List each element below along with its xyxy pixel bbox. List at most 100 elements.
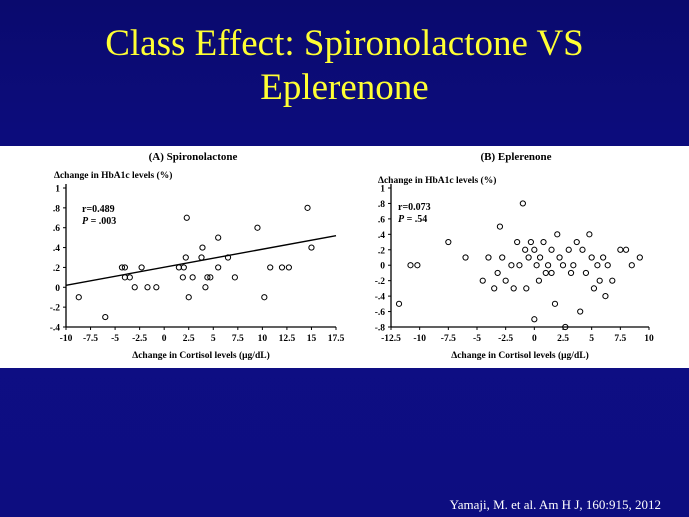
data-point <box>600 254 607 261</box>
slide-title: Class Effect: Spironolactone VS Eplereno… <box>0 22 689 110</box>
data-point <box>577 308 584 315</box>
data-point <box>215 234 222 241</box>
data-point <box>540 238 547 246</box>
x-tick-label: 0 <box>532 334 537 344</box>
x-tick-label: -2.5 <box>132 334 147 344</box>
data-point <box>514 238 521 246</box>
x-tick-label: 2.5 <box>557 334 569 344</box>
data-point <box>102 313 109 321</box>
x-tick-label: -7.5 <box>83 334 98 344</box>
data-point <box>535 277 543 284</box>
data-point <box>75 294 82 301</box>
data-point <box>594 262 601 269</box>
data-point <box>414 262 421 269</box>
data-point <box>121 264 129 271</box>
y-tick-label: -.4 <box>50 324 61 334</box>
data-point <box>494 269 501 277</box>
x-tick-label: -5 <box>473 334 481 344</box>
x-axis-label: Δchange in Cortisol levels (μg/dL) <box>451 350 588 361</box>
data-point <box>254 224 261 231</box>
data-point <box>153 284 160 291</box>
x-tick-label: -10 <box>60 334 73 344</box>
data-point <box>562 323 569 331</box>
y-tick-label: .4 <box>53 244 60 254</box>
y-tick-label: -.2 <box>50 304 61 314</box>
stat-p-value: = .003 <box>88 216 116 227</box>
data-point <box>207 274 214 281</box>
data-point <box>602 293 609 300</box>
data-point <box>479 277 486 284</box>
data-point <box>182 254 189 261</box>
y-tick-label: .2 <box>378 246 385 256</box>
data-point <box>609 277 616 284</box>
data-point <box>579 246 586 253</box>
y-tick-label: .4 <box>378 231 385 241</box>
x-axis-label: Δchange in Cortisol levels (μg/dL) <box>132 350 269 361</box>
data-point <box>510 285 517 292</box>
data-point <box>573 238 580 246</box>
data-point <box>516 262 523 269</box>
data-point <box>445 238 452 246</box>
data-point <box>531 316 538 323</box>
x-tick-label: 7.5 <box>232 334 244 344</box>
stat-p: P = .54 <box>398 214 427 225</box>
data-point <box>202 284 209 291</box>
data-point <box>485 254 492 261</box>
data-point <box>189 274 196 281</box>
data-point <box>180 264 187 271</box>
data-point <box>508 262 515 269</box>
data-point <box>527 238 534 246</box>
chart-title: (B) Eplerenone <box>481 151 552 163</box>
data-point <box>267 264 274 271</box>
data-point <box>586 231 593 238</box>
data-point <box>536 254 544 261</box>
data-point <box>199 244 206 251</box>
data-point <box>502 277 509 284</box>
data-point <box>544 262 552 269</box>
data-point <box>548 246 555 253</box>
data-point <box>522 246 529 253</box>
y-axis-label: Δchange in HbA1c levels (%) <box>54 170 172 181</box>
x-tick-label: 12.5 <box>279 334 296 344</box>
data-point <box>590 285 598 292</box>
data-point <box>491 285 498 292</box>
x-tick-label: -10 <box>413 334 426 344</box>
stat-r: r=0.073 <box>398 202 431 213</box>
data-point <box>278 264 286 271</box>
data-point <box>548 269 555 277</box>
data-point <box>183 214 190 221</box>
x-tick-label: -2.5 <box>498 334 513 344</box>
y-tick-label: .8 <box>53 204 60 214</box>
x-tick-label: 2.5 <box>183 334 195 344</box>
data-point <box>551 300 559 307</box>
data-point <box>462 254 469 261</box>
data-point <box>570 262 577 269</box>
data-point <box>304 204 311 211</box>
data-point <box>185 294 192 301</box>
data-point <box>542 269 549 277</box>
data-point <box>224 254 232 261</box>
data-point <box>565 246 572 253</box>
x-tick-label: 15 <box>307 334 317 344</box>
stat-p-value: = .54 <box>404 214 427 225</box>
y-tick-label: -.8 <box>375 324 386 334</box>
x-tick-label: 17.5 <box>328 334 345 344</box>
data-point <box>622 246 630 253</box>
x-tick-label: -12.5 <box>381 334 401 344</box>
y-tick-label: .2 <box>53 264 60 274</box>
data-point <box>131 284 138 291</box>
data-point <box>308 244 315 251</box>
chart-spironolactone: (A) Spironolactone Δchange in HbA1c level… <box>50 151 345 361</box>
x-tick-label: 5 <box>589 334 594 344</box>
x-tick-label: 5 <box>211 334 216 344</box>
x-tick-label: 7.5 <box>614 334 626 344</box>
data-point <box>523 285 530 292</box>
y-tick-label: 1 <box>55 185 60 195</box>
y-tick-label: 0 <box>55 284 60 294</box>
stat-p: P = .003 <box>82 216 116 227</box>
data-point <box>525 254 532 261</box>
data-point <box>118 264 126 271</box>
x-tick-label: -5 <box>111 334 119 344</box>
x-tick-label: 10 <box>644 334 654 344</box>
data-point <box>126 274 133 281</box>
